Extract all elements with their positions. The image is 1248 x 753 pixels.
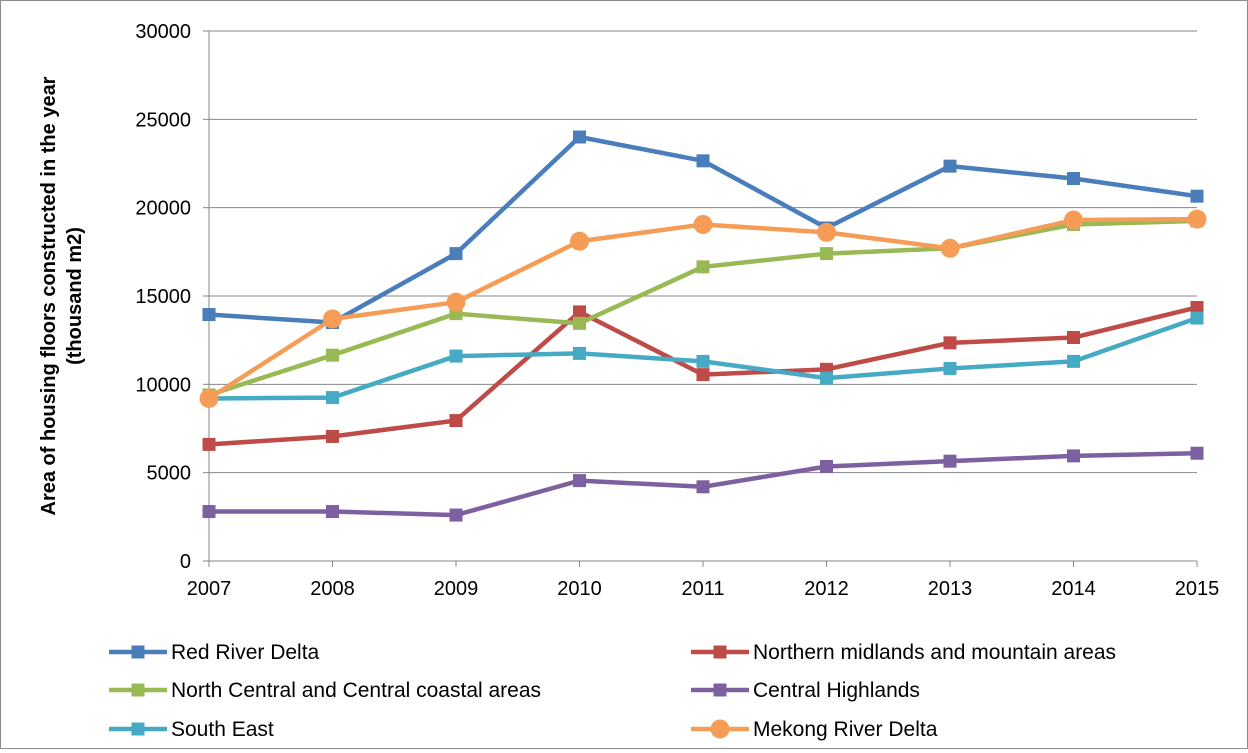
- legend-label: South East: [171, 718, 274, 741]
- data-point: [820, 247, 833, 261]
- x-tick-label: 2012: [804, 578, 849, 600]
- gridlines: [209, 30, 1197, 474]
- data-point: [696, 154, 710, 168]
- y-tick-label: 20000: [135, 198, 191, 220]
- x-axis-tick-labels: 2007 2008 2009 2010 2011 2012 2013 2014 2015: [187, 578, 1220, 600]
- data-point: [1190, 446, 1204, 460]
- legend-item-mekong-river-delta: Mekong River Delta: [691, 718, 938, 741]
- data-point: [696, 368, 710, 382]
- legend-item-northern-midlands-and-mountain-areas: Northern midlands and mountain areas: [691, 641, 1116, 664]
- data-point: [199, 388, 219, 408]
- y-tick-label: 5000: [147, 463, 192, 485]
- data-point: [943, 361, 957, 375]
- data-point: [573, 316, 586, 330]
- data-point: [1187, 209, 1207, 229]
- data-point: [449, 508, 463, 522]
- legend-swatch-marker: [131, 683, 145, 697]
- x-tick-label: 2015: [1175, 578, 1220, 600]
- legend-swatch-marker: [713, 683, 727, 697]
- data-point: [449, 247, 463, 261]
- data-point: [573, 474, 586, 488]
- data-point: [573, 130, 586, 144]
- data-point: [323, 309, 342, 329]
- x-tick-label: 2008: [310, 578, 355, 600]
- data-point: [696, 260, 710, 274]
- legend-item-north-central-and-central-coastal-areas: North Central and Central coastal areas: [109, 679, 541, 702]
- series-mekong-river-delta: [199, 209, 1207, 408]
- series-red-river-delta: [202, 130, 1204, 329]
- y-axis-label: Area of housing floors constructed in th…: [38, 76, 86, 515]
- data-point: [1064, 210, 1083, 230]
- data-point: [326, 429, 339, 443]
- data-point: [817, 222, 836, 242]
- data-point: [693, 214, 713, 234]
- legend: Red River Delta Northern midlands and mou…: [109, 641, 1116, 741]
- legend-swatch-marker: [131, 722, 145, 736]
- y-axis-title: Area of housing floors constructed in th…: [38, 76, 86, 515]
- y-axis-label-line: (thousand m2): [64, 227, 86, 365]
- data-point: [820, 371, 833, 385]
- data-point: [202, 505, 216, 519]
- legend-label: Northern midlands and mountain areas: [753, 641, 1116, 664]
- data-point: [446, 292, 466, 312]
- data-point: [1190, 189, 1204, 203]
- data-point: [1067, 354, 1080, 368]
- data-point: [326, 348, 339, 362]
- data-point: [1190, 300, 1204, 314]
- x-tick-label: 2011: [681, 578, 724, 600]
- legend-label: Red River Delta: [171, 641, 320, 664]
- data-point: [820, 459, 833, 473]
- data-point: [1067, 449, 1080, 463]
- y-tick-label: 25000: [135, 109, 191, 131]
- data-point: [1190, 311, 1204, 325]
- data-point: [696, 354, 710, 368]
- data-point: [696, 480, 710, 494]
- legend-swatch-marker: [710, 719, 730, 739]
- series-central-highlands: [202, 446, 1204, 522]
- legend-item-central-highlands: Central Highlands: [691, 679, 920, 702]
- data-point: [940, 238, 960, 258]
- data-point: [202, 437, 216, 451]
- series-layer: [199, 130, 1207, 522]
- x-tick-label: 2010: [557, 578, 602, 600]
- data-point: [943, 336, 957, 350]
- data-point: [573, 346, 586, 360]
- x-tick-label: 2013: [928, 578, 973, 600]
- legend-label: Mekong River Delta: [753, 718, 938, 741]
- axes: [203, 30, 1198, 567]
- y-tick-label: 30000: [135, 21, 191, 43]
- data-point: [1067, 331, 1080, 345]
- data-point: [1067, 172, 1080, 186]
- y-tick-label: 10000: [135, 374, 191, 396]
- x-tick-label: 2014: [1051, 578, 1096, 600]
- series-northern-midlands-and-mountain-areas: [202, 300, 1204, 451]
- x-tick-label: 2007: [187, 578, 232, 600]
- legend-item-south-east: South East: [109, 718, 274, 741]
- legend-item-red-river-delta: Red River Delta: [109, 641, 320, 664]
- legend-label: Central Highlands: [753, 679, 920, 702]
- y-axis-label-line: Area of housing floors constructed in th…: [38, 76, 60, 515]
- legend-label: North Central and Central coastal areas: [171, 679, 541, 702]
- data-point: [326, 505, 339, 519]
- data-point: [573, 305, 586, 319]
- legend-swatch-marker: [713, 645, 727, 659]
- y-axis-tick-labels: 0 5000 10000 15000 20000 25000 30000: [135, 21, 191, 573]
- series-south-east: [202, 311, 1204, 405]
- data-point: [570, 231, 589, 251]
- y-tick-label: 0: [180, 551, 191, 573]
- data-point: [449, 349, 463, 363]
- legend-swatch-marker: [131, 645, 145, 659]
- data-point: [202, 308, 216, 322]
- x-tick-label: 2009: [434, 578, 479, 600]
- data-point: [943, 454, 957, 468]
- data-point: [943, 159, 957, 173]
- y-tick-label: 15000: [135, 286, 191, 308]
- data-point: [449, 414, 463, 428]
- data-point: [326, 391, 339, 405]
